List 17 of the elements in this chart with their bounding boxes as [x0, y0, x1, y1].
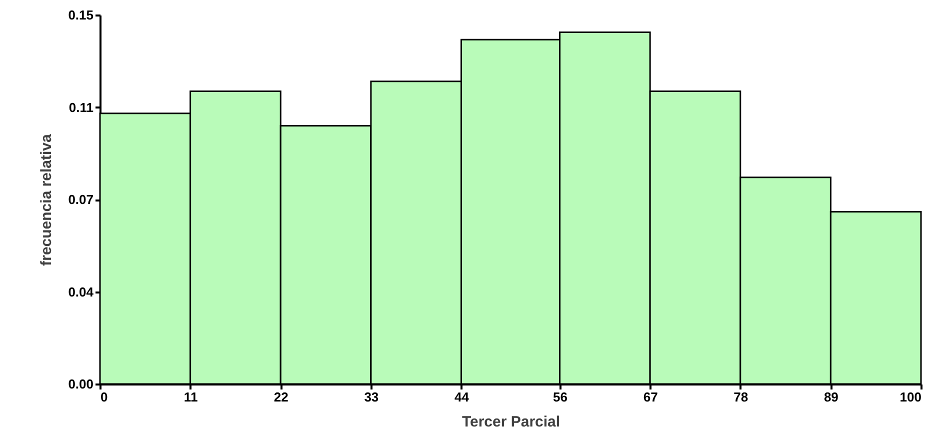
x-tick-label: 56	[553, 390, 568, 404]
x-tick-label: 100	[900, 390, 922, 404]
y-tick-label: 0.00	[68, 376, 94, 392]
x-tick-label: 89	[824, 390, 838, 404]
y-tick-label: 0.11	[68, 100, 94, 115]
y-tick-label: 0.15	[68, 8, 94, 22]
x-tick-label: 33	[364, 390, 379, 404]
y-axis-title: frecuencia relativa	[38, 133, 56, 266]
x-tick-label: 11	[184, 390, 198, 404]
y-tick-label: 0.07	[68, 192, 94, 207]
x-tick-label: 67	[643, 390, 658, 404]
x-tick-label: 78	[734, 390, 748, 404]
x-tick-label: 22	[274, 390, 288, 404]
x-tick-label: 0	[100, 390, 108, 404]
x-axis-title: Tercer Parcial	[462, 414, 560, 430]
x-tick-label: 44	[454, 390, 470, 404]
y-tick-label: 0.04	[68, 284, 94, 300]
